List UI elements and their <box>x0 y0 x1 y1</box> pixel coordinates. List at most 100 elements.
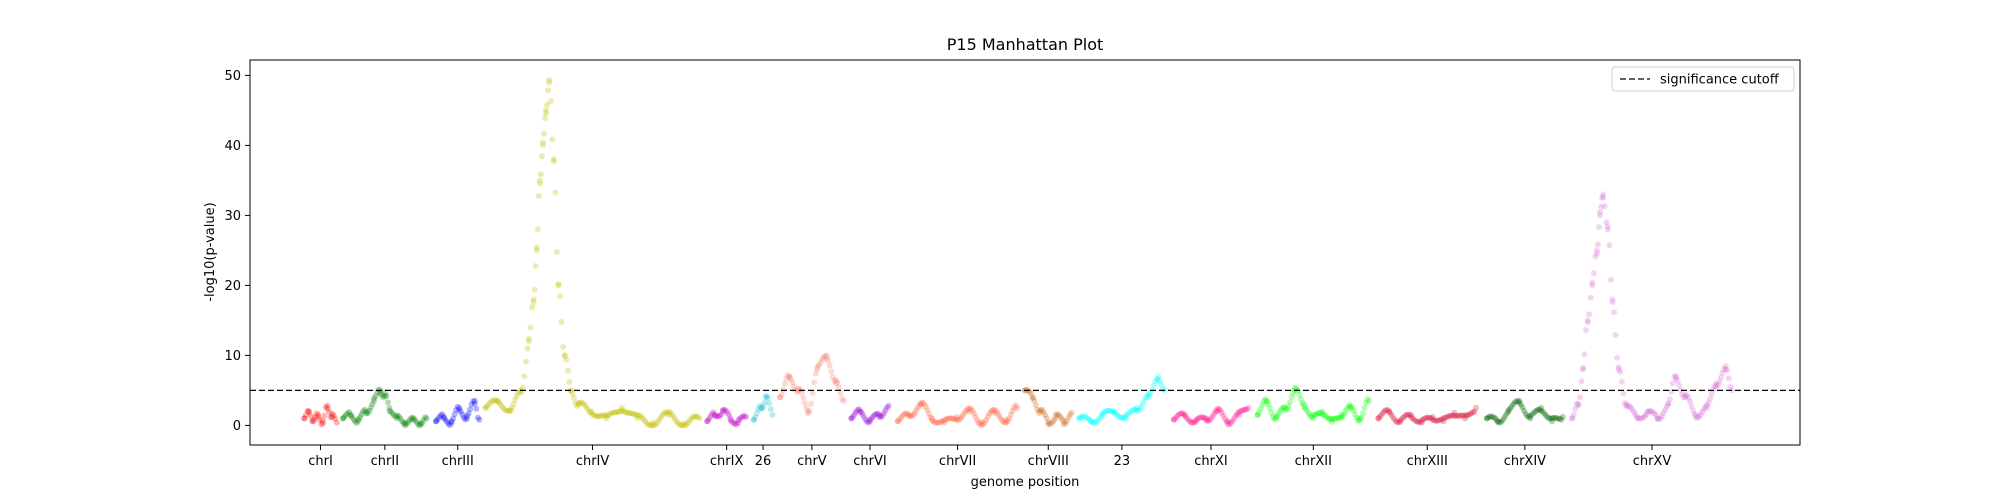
data-point <box>636 412 642 419</box>
data-point <box>1338 411 1345 418</box>
data-point <box>894 418 901 425</box>
data-point <box>564 367 571 374</box>
data-point <box>1235 411 1242 418</box>
data-point <box>546 79 553 86</box>
data-point <box>1708 390 1715 397</box>
data-point <box>450 415 457 422</box>
data-point <box>315 413 322 420</box>
data-point <box>1339 413 1346 420</box>
data-point <box>958 414 965 421</box>
data-point <box>1001 419 1008 426</box>
data-point <box>1181 412 1188 419</box>
data-point <box>801 400 808 407</box>
data-point <box>1342 407 1349 414</box>
data-point <box>657 414 664 421</box>
data-point <box>681 422 687 429</box>
data-point <box>1440 415 1447 422</box>
data-point <box>685 419 692 425</box>
data-point <box>1356 415 1363 422</box>
data-point <box>1341 410 1348 417</box>
data-point <box>309 418 315 425</box>
chart-title: P15 Manhattan Plot <box>947 35 1104 54</box>
data-point <box>1547 415 1554 422</box>
data-point <box>555 281 562 288</box>
data-point <box>1575 401 1582 408</box>
data-point <box>927 414 934 421</box>
data-point <box>353 419 360 426</box>
data-point <box>329 414 336 420</box>
data-point <box>826 362 833 369</box>
data-point <box>1139 400 1146 407</box>
data-point <box>1349 404 1355 411</box>
data-point <box>1604 223 1611 230</box>
data-point <box>1229 417 1236 424</box>
data-point <box>867 416 873 423</box>
data-point <box>650 419 656 426</box>
data-point <box>512 397 518 403</box>
data-point <box>383 393 390 399</box>
legend-cutoff-label: significance cutoff <box>1660 73 1780 88</box>
data-point <box>1104 407 1111 414</box>
data-point <box>707 413 714 420</box>
data-point <box>808 400 815 407</box>
data-point <box>1113 411 1120 418</box>
data-point <box>766 400 773 407</box>
data-point <box>412 418 419 425</box>
data-point <box>611 409 618 416</box>
data-point <box>419 420 426 427</box>
data-point <box>1722 363 1729 370</box>
data-point <box>569 390 576 397</box>
data-point <box>1654 415 1661 422</box>
data-point <box>1594 250 1600 257</box>
data-point <box>1045 418 1052 425</box>
data-point <box>710 409 717 416</box>
data-point <box>1595 241 1601 248</box>
data-point <box>1218 409 1225 416</box>
data-point <box>972 413 979 420</box>
data-point <box>346 409 353 416</box>
data-point <box>1336 414 1343 421</box>
data-point <box>1156 378 1163 385</box>
y-tick-label: 0 <box>233 419 241 434</box>
data-point <box>823 352 830 359</box>
data-point <box>743 414 749 420</box>
data-point <box>1003 419 1010 426</box>
data-point <box>829 374 836 380</box>
x-tick-label: chrIX <box>710 454 744 469</box>
data-point <box>1321 412 1328 418</box>
data-point <box>324 402 331 409</box>
data-point <box>1178 410 1185 417</box>
data-point <box>1333 415 1340 422</box>
data-point <box>467 406 474 413</box>
data-point <box>1533 407 1540 414</box>
data-point <box>1463 412 1470 419</box>
data-point <box>876 413 883 420</box>
data-point <box>535 193 542 200</box>
data-point <box>1316 410 1323 416</box>
data-point <box>439 411 446 418</box>
data-point <box>538 153 545 160</box>
data-point <box>634 412 641 419</box>
data-point <box>1532 408 1538 415</box>
data-point <box>1648 408 1655 415</box>
data-point <box>1012 402 1019 409</box>
data-point <box>881 410 887 417</box>
data-point <box>1497 419 1504 425</box>
data-point <box>956 416 963 422</box>
x-axis-label: genome position <box>971 475 1080 490</box>
data-point <box>591 412 598 419</box>
data-point <box>1111 410 1118 417</box>
data-point <box>653 421 660 428</box>
data-point <box>1141 397 1148 404</box>
data-point <box>936 419 943 426</box>
data-point <box>1462 415 1469 422</box>
data-point <box>1263 397 1270 404</box>
data-point <box>1000 418 1007 425</box>
data-point <box>1053 411 1059 418</box>
data-point <box>1652 412 1659 418</box>
data-point <box>1138 403 1145 410</box>
x-tick-label: chrIII <box>442 454 474 469</box>
data-point <box>1431 417 1438 424</box>
data-point <box>1079 413 1086 420</box>
data-point <box>1096 415 1103 422</box>
